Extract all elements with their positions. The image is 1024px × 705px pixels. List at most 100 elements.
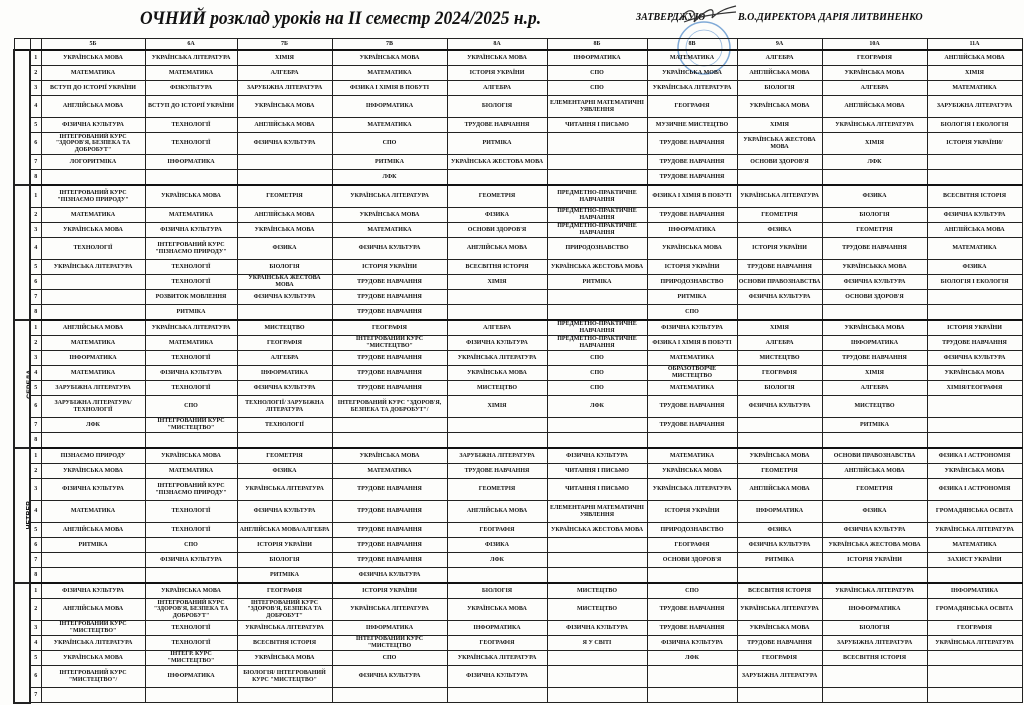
subject-cell: ЛОГОРИТМІКА bbox=[40, 154, 146, 170]
subject-cell: МАТЕМАТИКА bbox=[144, 335, 238, 351]
subject-cell: ТРУДОВЕ НАВЧАННЯ bbox=[446, 117, 548, 133]
subject-cell: ФІЗИЧНА КУЛЬТУРА bbox=[736, 537, 823, 553]
subject-cell: ГЕОГРАФІЯ bbox=[646, 537, 738, 553]
subject-cell: ТЕХНОЛОГІЇ bbox=[144, 635, 238, 651]
lesson-row: 7 ФІЗИЧНА КУЛЬТУРА БІОЛОГІЯ ТРУДОВЕ НАВЧАНН… bbox=[14, 552, 1023, 568]
subject-cell: ГЕОГРАФІЯ bbox=[446, 635, 548, 651]
subject-cell bbox=[926, 169, 1023, 186]
subject-cell bbox=[546, 537, 648, 553]
subject-cell: ФІЗИЧНА КУЛЬТУРА bbox=[736, 289, 823, 305]
subject-cell: ФІЗИКА bbox=[736, 522, 823, 538]
subject-cell bbox=[446, 567, 548, 584]
subject-cell: СПО bbox=[646, 304, 738, 321]
subject-cell: МАТЕМАТИКА bbox=[331, 117, 448, 133]
subject-cell: ФІЗИЧНА КУЛЬТУРА bbox=[646, 635, 738, 651]
subject-cell: ІНФОРМАТИКА bbox=[331, 95, 448, 118]
subject-cell: РИТМІКА bbox=[446, 132, 548, 155]
subject-cell: БІОЛОГІЯ bbox=[821, 207, 928, 223]
subject-cell: МИСТЕЦТВО bbox=[736, 350, 823, 366]
subject-cell bbox=[546, 304, 648, 321]
subject-cell: АНГЛІЙСЬКА МОВА bbox=[40, 319, 146, 336]
class-header: 8Б bbox=[546, 38, 648, 51]
subject-cell bbox=[736, 567, 823, 584]
lesson-row: 5 УКРАЇНСЬКА МОВА ІНТЕГР. КУРС "МИСТЕЦТВО"… bbox=[14, 650, 1023, 666]
subject-cell: МАТЕМАТИКА bbox=[40, 365, 146, 381]
subject-cell: ІНТЕГРОВАНИЙ КУРС "ЗДОРОВ'Я, БЕЗПЕКА ТА … bbox=[331, 395, 448, 418]
lesson-number: 7 bbox=[29, 417, 42, 433]
subject-cell: ІНФОРМАТИКА bbox=[646, 222, 738, 238]
subject-cell: ІСТОРІЯ УКРАЇНИ bbox=[446, 65, 548, 81]
subject-cell: ХІМІЯ bbox=[236, 49, 333, 66]
subject-cell: ІСТОРІЯ УКРАЇНИ bbox=[646, 500, 738, 523]
subject-cell: УКРАЇНСЬКА МОВА bbox=[40, 650, 146, 666]
subject-cell: УКРАЇНСЬКА МОВА bbox=[446, 49, 548, 66]
lesson-number: 7 bbox=[29, 289, 42, 305]
subject-cell: МАТЕМАТИКА bbox=[144, 463, 238, 479]
subject-cell: УКРАЇНСЬКА ЛІТЕРАТУРА bbox=[40, 635, 146, 651]
subject-cell: ІНТЕГРОВАНИЙ КУРС "МИСТЕЦТВО" bbox=[40, 620, 146, 636]
subject-cell bbox=[821, 432, 928, 449]
subject-cell: ТРУДОВЕ НАВЧАННЯ bbox=[331, 537, 448, 553]
subject-cell: УКРАЇНСЬКА ЖЕСТОВА МОВА bbox=[736, 132, 823, 155]
subject-cell: АНГЛІЙСЬКА МОВА bbox=[736, 65, 823, 81]
subject-cell: ЛФК bbox=[331, 169, 448, 186]
subject-cell bbox=[446, 417, 548, 433]
subject-cell: ІСТОРІЯ УКРАЇНИ bbox=[646, 259, 738, 275]
subject-cell bbox=[926, 395, 1023, 418]
lesson-row: 3 ІНТЕГРОВАНИЙ КУРС "МИСТЕЦТВО" ТЕХНОЛОГІЇ… bbox=[14, 620, 1023, 636]
lesson-row: 5 АНГЛІЙСЬКА МОВА ТЕХНОЛОГІЇ АНГЛІЙСЬКА МОВ… bbox=[14, 522, 1023, 538]
lesson-number: 8 bbox=[29, 432, 42, 449]
subject-cell bbox=[646, 432, 738, 449]
subject-cell: УКРАЇНСЬКА ЛІТЕРАТУРА bbox=[821, 582, 928, 599]
subject-cell: АЛГЕБРА bbox=[736, 335, 823, 351]
subject-cell bbox=[144, 687, 238, 703]
subject-cell: ТРУДОВЕ НАВЧАННЯ bbox=[646, 169, 738, 186]
day-label: ВІВТОРОК bbox=[13, 184, 31, 321]
lesson-number: 1 bbox=[29, 319, 42, 336]
lesson-row: 6 ТЕХНОЛОГІЇ УКРАЇНСЬКА ЖЕСТОВА МОВА ТРУДОВ… bbox=[14, 274, 1023, 290]
subject-cell: РИТМІКА bbox=[646, 289, 738, 305]
subject-cell: ВСЕСВІТНЯ ІСТОРІЯ bbox=[236, 635, 333, 651]
subject-cell: ФІЗИЧНА КУЛЬТУРА bbox=[331, 567, 448, 584]
lesson-row: 4 УКРАЇНСЬКА ЛІТЕРАТУРА ТЕХНОЛОГІЇ ВСЕСВІТН… bbox=[14, 635, 1023, 651]
subject-cell bbox=[446, 169, 548, 186]
subject-cell bbox=[331, 687, 448, 703]
subject-cell: ПРИРОДОЗНАВСТВО bbox=[546, 237, 648, 260]
corner-cell bbox=[29, 38, 42, 51]
subject-cell bbox=[926, 665, 1023, 688]
subject-cell: БІОЛОГІЯ bbox=[446, 95, 548, 118]
subject-cell bbox=[40, 552, 146, 568]
subject-cell: ІНТЕГРОВАНИЙ КУРС "МИСТЕЦТВО bbox=[331, 635, 448, 651]
subject-cell bbox=[646, 567, 738, 584]
subject-cell: ІСТОРІЯ УКРАЇНИ bbox=[736, 237, 823, 260]
subject-cell: РИТМІКА bbox=[236, 567, 333, 584]
subject-cell: ЗАРУБІЖНА ЛІТЕРАТУРА bbox=[821, 635, 928, 651]
subject-cell: АНГЛІЙСЬКА МОВА bbox=[40, 598, 146, 621]
subject-cell: ХІМІЯ bbox=[446, 274, 548, 290]
subject-cell: ІНТЕГРОВАНИЙ КУРС "ПІЗНАЄМО ПРИРОДУ" bbox=[144, 237, 238, 260]
subject-cell: ФІЗИКА bbox=[236, 463, 333, 479]
subject-cell: ІНТЕГРОВАНИЙ КУРС "ЗДОРОВ'Я, БЕЗПЕКА ТА … bbox=[40, 132, 146, 155]
lesson-row: 7 ЛФК ІНТЕГРОВАНИЙ КУРС "МИСТЕЦТВО" ТЕХНОЛО… bbox=[14, 417, 1023, 433]
subject-cell: ФІЗИКА І ХІМІЯ В ПОБУТІ bbox=[646, 335, 738, 351]
subject-cell: ІНФОРМАТИКА bbox=[40, 350, 146, 366]
subject-cell: ФІЗИЧНА КУЛЬТУРА bbox=[926, 207, 1023, 223]
subject-cell: БІОЛОГІЯ bbox=[446, 582, 548, 599]
subject-cell: АЛГЕБРА bbox=[821, 80, 928, 96]
subject-cell: БІОЛОГІЯ bbox=[236, 552, 333, 568]
subject-cell: ГЕОГРАФІЯ bbox=[331, 319, 448, 336]
lesson-row: 6 РИТМІКА СПО ІСТОРІЯ УКРАЇНИ ТРУДОВЕ НАВЧАН… bbox=[14, 537, 1023, 553]
subject-cell: УКРАЇНСЬКА МОВА bbox=[236, 650, 333, 666]
subject-cell: ІНТЕГРОВАНИЙ КУРС "ПІЗНАЄМО ПРИРОДУ" bbox=[144, 478, 238, 501]
subject-cell: ІНФОРМАТИКА bbox=[926, 582, 1023, 599]
subject-cell: ТЕХНОЛОГІЇ bbox=[144, 132, 238, 155]
subject-cell: МАТЕМАТИКА bbox=[40, 500, 146, 523]
subject-cell bbox=[736, 417, 823, 433]
subject-cell: РИТМІКА bbox=[144, 304, 238, 321]
subject-cell: ЧИТАННЯ І ПИСЬМО bbox=[546, 463, 648, 479]
subject-cell: ТРУДОВЕ НАВЧАННЯ bbox=[926, 335, 1023, 351]
class-header: 8А bbox=[446, 38, 548, 51]
lesson-number: 3 bbox=[29, 478, 42, 501]
subject-cell: ФІЗИЧНА КУЛЬТУРА bbox=[236, 380, 333, 396]
subject-cell: ФІЗИЧНА КУЛЬТУРА bbox=[821, 274, 928, 290]
